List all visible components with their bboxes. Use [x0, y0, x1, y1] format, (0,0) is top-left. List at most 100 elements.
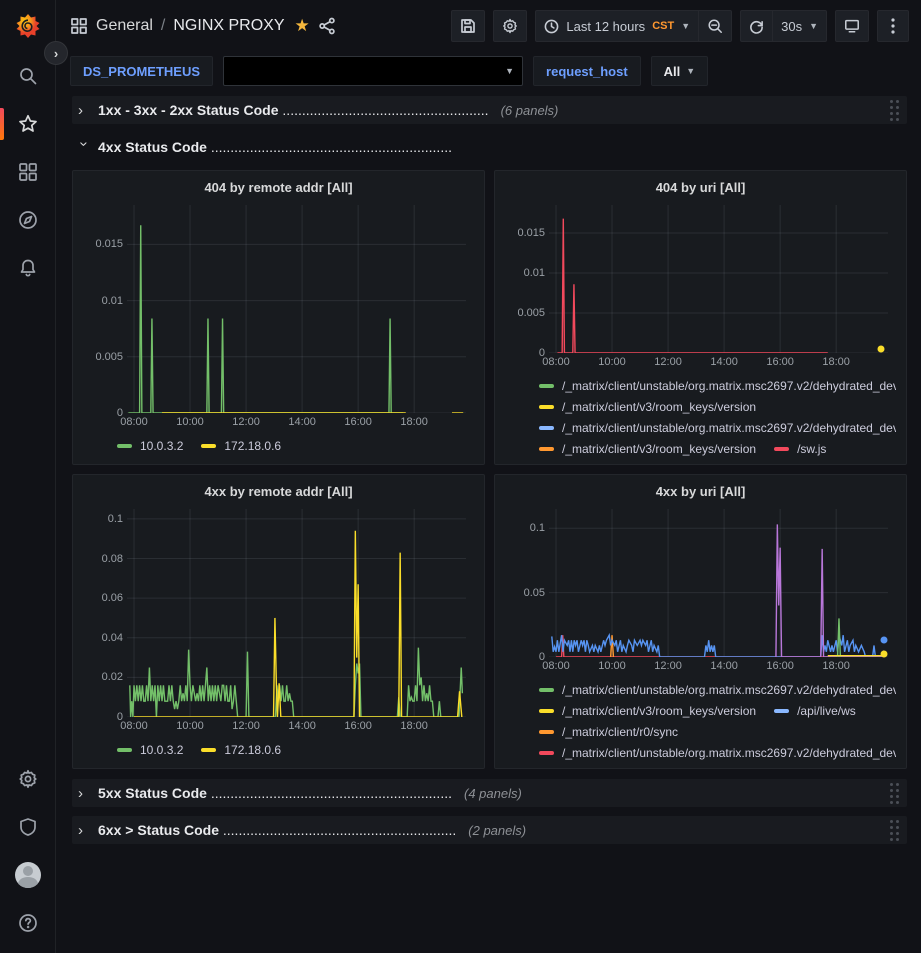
- refresh-button[interactable]: [740, 10, 772, 42]
- chevron-down-icon: ›: [76, 141, 93, 153]
- panel-title[interactable]: 4xx by uri [All]: [505, 481, 896, 505]
- chevron-down-icon: ▼: [686, 66, 695, 76]
- x-axis-tick-label: 14:00: [288, 416, 316, 428]
- x-axis-tick-label: 12:00: [232, 720, 260, 732]
- row-panel-count: (4 panels): [464, 786, 522, 801]
- legend-label: /_matrix/client/unstable/org.matrix.msc2…: [562, 746, 896, 760]
- favorite-star-icon[interactable]: ★: [295, 16, 310, 36]
- y-axis-tick-label: 0.02: [87, 671, 123, 683]
- sidebar-item-alerting[interactable]: [0, 244, 55, 292]
- legend-item[interactable]: /_matrix/client/unstable/org.matrix.msc2…: [539, 683, 896, 697]
- avatar: [15, 862, 41, 888]
- sidebar-item-server-admin[interactable]: [0, 803, 55, 851]
- legend-item[interactable]: 10.0.3.2: [117, 743, 183, 757]
- legend-label: 172.18.0.6: [224, 439, 281, 453]
- datasource-select[interactable]: ▼: [223, 56, 523, 86]
- panel-title[interactable]: 4xx by remote addr [All]: [83, 481, 474, 505]
- legend-item[interactable]: /_matrix/client/unstable/org.matrix.msc2…: [539, 746, 896, 760]
- y-axis-tick-label: 0.015: [509, 227, 545, 239]
- chevron-down-icon: ▼: [809, 21, 818, 31]
- request-host-value: All: [664, 64, 681, 79]
- dashboard-settings-button[interactable]: [493, 10, 527, 42]
- row-header-4xx[interactable]: › 4xx Status Code ......................…: [72, 133, 907, 161]
- x-axis-tick-label: 10:00: [598, 660, 626, 672]
- legend-label: 10.0.3.2: [140, 439, 183, 453]
- legend-label: /api/live/ws: [797, 704, 856, 718]
- y-axis-tick-label: 0.1: [509, 522, 545, 534]
- y-axis-tick-label: 0.01: [87, 295, 123, 307]
- chart-area[interactable]: 00.0050.010.01508:0010:0012:0014:0016:00…: [505, 201, 896, 373]
- apps-grid-icon[interactable]: [70, 17, 88, 35]
- sidebar-item-explore[interactable]: [0, 196, 55, 244]
- sidebar-item-help[interactable]: [0, 899, 55, 947]
- save-dashboard-button[interactable]: [451, 10, 485, 42]
- row-drag-handle[interactable]: [890, 783, 899, 804]
- chart-area[interactable]: 00.050.108:0010:0012:0014:0016:0018:00: [505, 505, 896, 677]
- x-axis-tick-label: 08:00: [120, 416, 148, 428]
- legend-item[interactable]: /_matrix/client/v3/room_keys/version: [539, 704, 756, 718]
- timezone-badge: CST: [652, 20, 674, 32]
- legend-swatch: [539, 709, 554, 713]
- row-panel-count: (6 panels): [501, 103, 559, 118]
- row-title: 6xx > Status Code ......................…: [98, 822, 456, 838]
- x-axis-tick-label: 10:00: [176, 416, 204, 428]
- cycle-view-mode-button[interactable]: [835, 10, 869, 42]
- row-drag-handle[interactable]: [890, 820, 899, 841]
- row-header-6xx[interactable]: › 6xx > Status Code ....................…: [72, 816, 907, 844]
- x-axis-tick-label: 14:00: [710, 660, 738, 672]
- panel-grid: 404 by remote addr [All] 0 0.005 0.01 0.015…: [72, 170, 907, 769]
- legend-item[interactable]: /_matrix/client/v3/room_keys/version: [539, 400, 756, 414]
- legend-label: /_matrix/client/r0/sync: [562, 725, 678, 739]
- kebab-menu-button[interactable]: [877, 10, 909, 42]
- chevron-right-icon: ›: [78, 785, 90, 802]
- legend-item[interactable]: /_matrix/client/unstable/org.matrix.msc2…: [539, 379, 896, 393]
- legend-item[interactable]: 10.0.3.2: [117, 439, 183, 453]
- x-axis-tick-label: 18:00: [400, 416, 428, 428]
- page-title: NGINX PROXY: [173, 17, 284, 35]
- panel-title[interactable]: 404 by remote addr [All]: [83, 177, 474, 201]
- share-icon[interactable]: [318, 17, 336, 35]
- breadcrumb-folder[interactable]: General: [96, 17, 153, 35]
- row-header-5xx[interactable]: › 5xx Status Code ......................…: [72, 779, 907, 807]
- x-axis-tick-label: 16:00: [344, 720, 372, 732]
- legend-item[interactable]: /_matrix/client/unstable/org.matrix.msc2…: [539, 421, 896, 435]
- time-range-picker[interactable]: Last 12 hours CST ▼: [535, 10, 698, 42]
- y-axis-tick-label: 0: [509, 651, 545, 663]
- sidebar-expand-button[interactable]: ›: [44, 41, 68, 65]
- legend-item[interactable]: 172.18.0.6: [201, 439, 281, 453]
- y-axis-tick-label: 0.005: [509, 307, 545, 319]
- row-header-1xx-3xx-2xx[interactable]: › 1xx - 3xx - 2xx Status Code ..........…: [72, 96, 907, 124]
- legend-item[interactable]: /_matrix/client/v3/room_keys/version: [539, 442, 756, 456]
- panel-4xx-by-uri: 4xx by uri [All] 00.050.108:0010:0012:00…: [494, 474, 907, 769]
- time-range-label: Last 12 hours: [566, 19, 645, 34]
- refresh-interval-dropdown[interactable]: 30s ▼: [772, 10, 827, 42]
- legend-item[interactable]: /sw.js: [774, 442, 826, 456]
- legend-swatch: [539, 426, 554, 430]
- sidebar-item-starred[interactable]: [0, 100, 55, 148]
- panel-404-by-uri: 404 by uri [All] 00.0050.010.01508:0010:…: [494, 170, 907, 465]
- panel-title[interactable]: 404 by uri [All]: [505, 177, 896, 201]
- variable-label-request-host[interactable]: request_host: [533, 56, 641, 86]
- sidebar-item-configuration[interactable]: [0, 755, 55, 803]
- x-axis-tick-label: 12:00: [232, 416, 260, 428]
- breadcrumb-separator: /: [161, 17, 165, 35]
- legend-swatch: [117, 444, 132, 448]
- sidebar-item-dashboards[interactable]: [0, 148, 55, 196]
- x-axis-tick-label: 16:00: [344, 416, 372, 428]
- legend-item[interactable]: 172.18.0.6: [201, 743, 281, 757]
- row-drag-handle[interactable]: [890, 100, 899, 121]
- user-avatar[interactable]: [0, 851, 55, 899]
- zoom-out-time-button[interactable]: [698, 10, 732, 42]
- panel-legend: 10.0.3.2 172.18.0.6: [83, 737, 474, 760]
- request-host-select[interactable]: All ▼: [651, 56, 709, 86]
- legend-item[interactable]: /api/live/ws: [774, 704, 856, 718]
- x-axis-tick-label: 08:00: [542, 356, 570, 368]
- panel-legend: /_matrix/client/unstable/org.matrix.msc2…: [505, 373, 896, 456]
- legend-swatch: [201, 748, 216, 752]
- y-axis-tick-label: 0.08: [87, 553, 123, 565]
- chevron-right-icon: ›: [78, 102, 90, 119]
- chart-area[interactable]: 00.020.040.060.080.108:0010:0012:0014:00…: [83, 505, 474, 737]
- chart-area[interactable]: 00.0050.010.01508:0010:0012:0014:0016:00…: [83, 201, 474, 433]
- variable-label-ds-prometheus[interactable]: DS_PROMETHEUS: [70, 56, 213, 86]
- legend-item[interactable]: /_matrix/client/r0/sync: [539, 725, 678, 739]
